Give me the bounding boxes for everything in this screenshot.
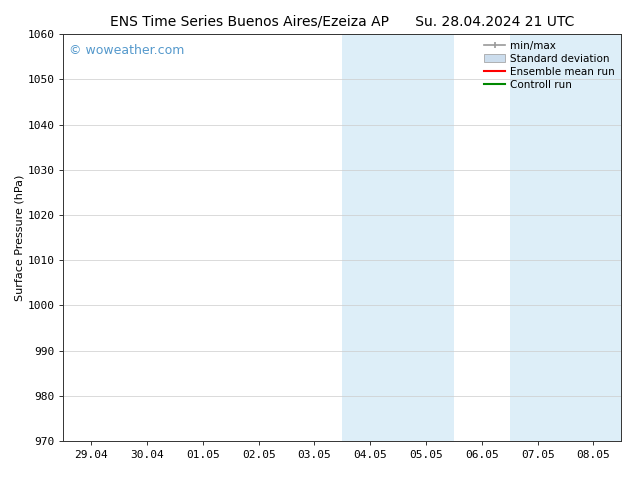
Text: © woweather.com: © woweather.com bbox=[69, 45, 184, 57]
Bar bbox=[510, 34, 621, 441]
Legend: min/max, Standard deviation, Ensemble mean run, Controll run: min/max, Standard deviation, Ensemble me… bbox=[480, 36, 619, 94]
Title: ENS Time Series Buenos Aires/Ezeiza AP      Su. 28.04.2024 21 UTC: ENS Time Series Buenos Aires/Ezeiza AP S… bbox=[110, 15, 574, 29]
Bar bbox=[342, 34, 454, 441]
Y-axis label: Surface Pressure (hPa): Surface Pressure (hPa) bbox=[15, 174, 25, 301]
